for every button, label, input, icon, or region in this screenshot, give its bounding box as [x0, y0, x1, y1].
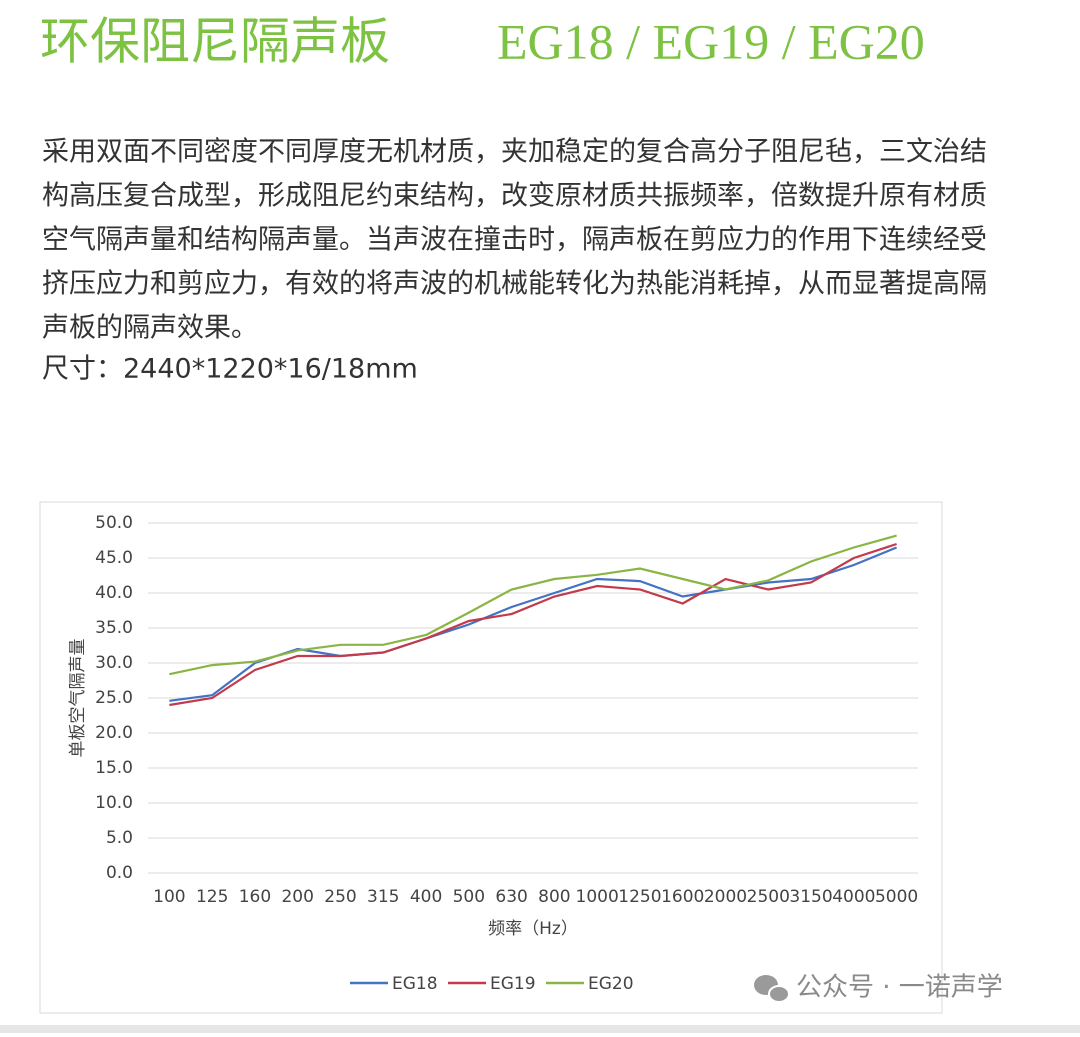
- x-tick-label: 100: [153, 887, 185, 907]
- x-tick-label: 1000: [576, 887, 619, 907]
- legend-label: EG18: [392, 974, 438, 994]
- x-tick-label: 125: [196, 887, 228, 907]
- x-axis-label: 频率（Hz）: [488, 919, 578, 939]
- x-tick-label: 315: [367, 887, 399, 907]
- models: EG18 / EG19 / EG20: [497, 13, 925, 69]
- x-tick-label: 250: [324, 887, 356, 907]
- x-tick-label: 500: [453, 887, 485, 907]
- x-tick-label: 5000: [875, 887, 918, 907]
- x-tick-label: 1250: [618, 887, 661, 907]
- watermark: 公众号 · 一诺声学: [796, 973, 1003, 1003]
- legend-label: EG20: [588, 974, 634, 994]
- wechat-icon: [754, 975, 790, 1003]
- legend-label: EG19: [490, 974, 536, 994]
- paragraph-line: 采用双面不同密度不同厚度无机材质，夹加稳定的复合高分子阻尼毡，三文治结: [42, 137, 987, 168]
- x-tick-label: 1600: [661, 887, 704, 907]
- paragraph-line: 声板的隔声效果。: [42, 313, 258, 344]
- y-tick-label: 15.0: [95, 758, 133, 778]
- y-tick-label: 35.0: [95, 618, 133, 638]
- y-axis-label: 单板空气隔声量: [68, 639, 88, 758]
- size-line: 尺寸：2440*1220*16/18mm: [42, 354, 418, 385]
- series-line: [169, 542, 897, 707]
- series-line: [169, 534, 897, 676]
- x-tick-label: 800: [538, 887, 570, 907]
- y-tick-label: 10.0: [95, 793, 133, 813]
- paragraph-line: 空气隔声量和结构隔声量。当声波在撞击时，隔声板在剪应力的作用下连续经受: [42, 225, 987, 256]
- x-tick-label: 2500: [747, 887, 790, 907]
- x-tick-label: 160: [239, 887, 271, 907]
- x-tick-label: 2000: [704, 887, 747, 907]
- x-tick-label: 3150: [789, 887, 832, 907]
- x-tick-label: 630: [495, 887, 527, 907]
- y-tick-label: 40.0: [95, 583, 133, 603]
- y-tick-label: 5.0: [106, 828, 133, 848]
- paragraph-line: 构高压复合成型，形成阻尼约束结构，改变原材质共振频率，倍数提升原有材质: [42, 181, 987, 212]
- y-tick-label: 30.0: [95, 653, 133, 673]
- x-tick-label: 4000: [832, 887, 875, 907]
- bottom-strip: [0, 1025, 1080, 1033]
- title: 环保阻尼隔声板: [40, 13, 390, 71]
- y-tick-label: 20.0: [95, 723, 133, 743]
- paragraph-line: 挤压应力和剪应力，有效的将声波的机械能转化为热能消耗掉，从而显著提高隔: [42, 269, 987, 300]
- y-tick-label: 0.0: [106, 863, 133, 883]
- y-tick-label: 50.0: [95, 513, 133, 533]
- y-tick-label: 45.0: [95, 548, 133, 568]
- chart-frame: [39, 501, 943, 1014]
- y-tick-label: 25.0: [95, 688, 133, 708]
- x-tick-label: 400: [410, 887, 442, 907]
- x-tick-label: 200: [281, 887, 313, 907]
